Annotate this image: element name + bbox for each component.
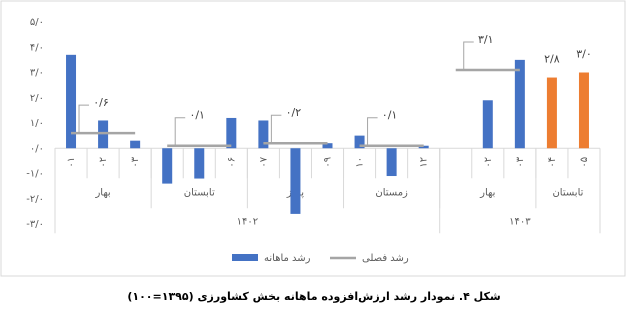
data-label: ۰/۱	[189, 109, 205, 122]
label-leader	[270, 114, 282, 144]
data-label: ۰/۲	[286, 106, 302, 119]
data-label: ۳/۰	[576, 48, 592, 61]
bar	[162, 148, 173, 184]
bar	[418, 145, 429, 149]
month-label: ۰۱	[66, 157, 77, 168]
data-label: ۰/۶	[93, 96, 109, 109]
year-label: ۱۴۰۲	[237, 216, 258, 227]
data-label: ۲/۸	[544, 53, 560, 66]
month-label: ۰۵	[579, 157, 590, 168]
bar	[546, 77, 557, 149]
data-label: ۰/۱	[382, 109, 398, 122]
y-tick-label: ۱/۰	[30, 118, 44, 129]
bar	[386, 148, 397, 177]
month-label: ۰۹	[323, 157, 334, 168]
data-label: ۳/۱	[478, 33, 494, 46]
month-label: ۰۴	[547, 157, 558, 168]
season-label: بهار	[94, 187, 110, 198]
y-tick-label: ۳/۰	[30, 68, 44, 79]
bar	[226, 117, 237, 149]
month-label: ۰۳	[130, 156, 141, 167]
label-leader	[174, 117, 186, 146]
season-label: بهار	[479, 187, 495, 198]
month-label: ۰۷	[258, 156, 269, 167]
y-tick-label: ۴/۰	[30, 42, 44, 53]
season-label: تابستان	[184, 187, 215, 198]
y-tick-label: -۱/۰	[26, 169, 44, 180]
year-label: ۱۴۰۳	[509, 216, 531, 227]
chart-title: شکل ۴. نمودار رشد ارزش‌افزوده ماهانه بخش…	[127, 290, 500, 303]
month-label: ۱۲	[419, 157, 430, 168]
y-tick-label: ۵/۰	[30, 17, 44, 28]
chart-border	[0, 0, 626, 277]
month-label: ۰۶	[226, 157, 237, 168]
bar	[98, 120, 109, 149]
y-tick-label: -۳/۰	[26, 219, 44, 230]
month-label: ۰۳	[515, 156, 526, 167]
bar	[130, 140, 141, 149]
bar	[66, 54, 77, 149]
bar	[354, 135, 365, 149]
bar	[194, 148, 205, 179]
label-leader	[367, 117, 378, 146]
legend-label: رشد فصلی	[362, 253, 409, 264]
y-tick-label: -۲/۰	[26, 194, 44, 205]
month-label: ۰۲	[483, 157, 494, 168]
y-tick-label: ۲/۰	[30, 93, 44, 104]
bar	[578, 72, 589, 149]
legend-label: رشد ماهانه	[264, 253, 311, 264]
bar	[482, 100, 493, 149]
legend-swatch	[232, 254, 258, 261]
label-leader	[78, 104, 90, 134]
month-label: ۱۰	[355, 157, 366, 168]
bar	[514, 59, 525, 149]
bar	[258, 120, 269, 149]
label-leader	[463, 41, 474, 70]
bar	[322, 143, 333, 149]
month-label: ۰۲	[98, 157, 109, 168]
y-tick-label: ۰/۰	[30, 143, 44, 154]
season-label: زمستان	[375, 187, 408, 198]
season-label: تابستان	[552, 187, 583, 198]
bar	[290, 148, 301, 214]
